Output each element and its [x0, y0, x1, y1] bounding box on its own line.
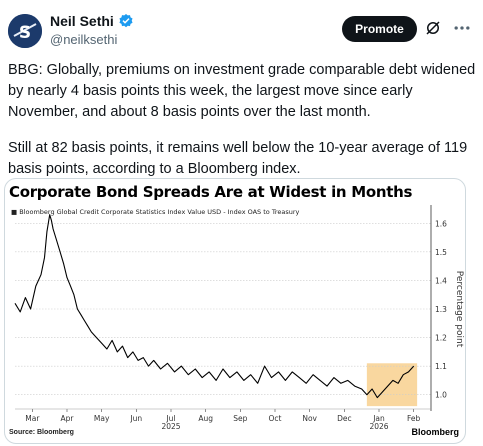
- grok-icon[interactable]: [424, 19, 442, 37]
- avatar-logo-icon: S: [8, 14, 42, 48]
- x-tick-label: Dec: [337, 414, 352, 423]
- author-display-name[interactable]: Neil Sethi: [50, 13, 114, 29]
- x-tick-label: May: [94, 414, 110, 423]
- line-chart: 1.0 1.1 1.2 1.3 1.4 1.5 1.6 Mar Apr May Jun Jul Aug S…: [14, 205, 464, 431]
- x-tick-label: Sep: [233, 414, 247, 423]
- x-tick-label: Jan: [372, 414, 385, 423]
- promote-button[interactable]: Promote: [342, 16, 417, 42]
- y-tick-label: 1.1: [435, 362, 447, 371]
- y-tick-label: 1.2: [435, 334, 447, 343]
- y-tick-label: 1.0: [435, 391, 447, 400]
- author-name-row: Neil Sethi: [50, 13, 134, 29]
- tweet-header: S Neil Sethi @neilksethi Promote: [0, 0, 483, 60]
- y-tick-label: 1.3: [435, 305, 447, 314]
- chart-title: Corporate Bond Spreads Are at Widest in …: [9, 183, 413, 201]
- x-tick-label: Jul: [165, 414, 175, 423]
- x-tick-label: Nov: [302, 414, 317, 423]
- x-tick-label: Mar: [25, 414, 40, 423]
- x-tick-label: Feb: [407, 414, 421, 423]
- chart-series-label-text: Bloomberg Global Credit Corporate Statis…: [19, 208, 300, 216]
- author-handle[interactable]: @neilksethi: [50, 32, 118, 47]
- more-options-icon[interactable]: [452, 20, 472, 36]
- x-tick-label: Jun: [129, 414, 142, 423]
- year-label: 2025: [161, 422, 180, 431]
- y-tick-label: 1.6: [435, 219, 447, 228]
- y-axis-label: Percentage point: [454, 271, 464, 348]
- x-tick-label: Aug: [198, 414, 213, 423]
- verified-badge-icon: [119, 14, 133, 28]
- tweet-paragraph: BBG: Globally, premiums on investment gr…: [8, 62, 476, 120]
- y-tick-label: 1.5: [435, 248, 447, 257]
- tweet-text: BBG: Globally, premiums on investment gr…: [8, 60, 478, 180]
- series-line: [14, 214, 415, 399]
- tweet-paragraph: Still at 82 basis points, it remains wel…: [8, 140, 468, 177]
- bloomberg-logo: Bloomberg: [411, 427, 459, 437]
- chart-source: Source: Bloomberg: [9, 429, 74, 436]
- avatar[interactable]: S: [8, 14, 42, 48]
- chart-series-label: ■ Bloomberg Global Credit Corporate Stat…: [11, 208, 300, 216]
- x-tick-label: Apr: [61, 414, 75, 423]
- y-tick-label: 1.4: [435, 276, 447, 285]
- chart-highlight-box: [366, 363, 418, 407]
- chart-image[interactable]: Corporate Bond Spreads Are at Widest in …: [4, 178, 466, 444]
- year-label: 2026: [369, 422, 388, 431]
- svg-text:S: S: [19, 23, 31, 43]
- x-tick-label: Oct: [269, 414, 282, 423]
